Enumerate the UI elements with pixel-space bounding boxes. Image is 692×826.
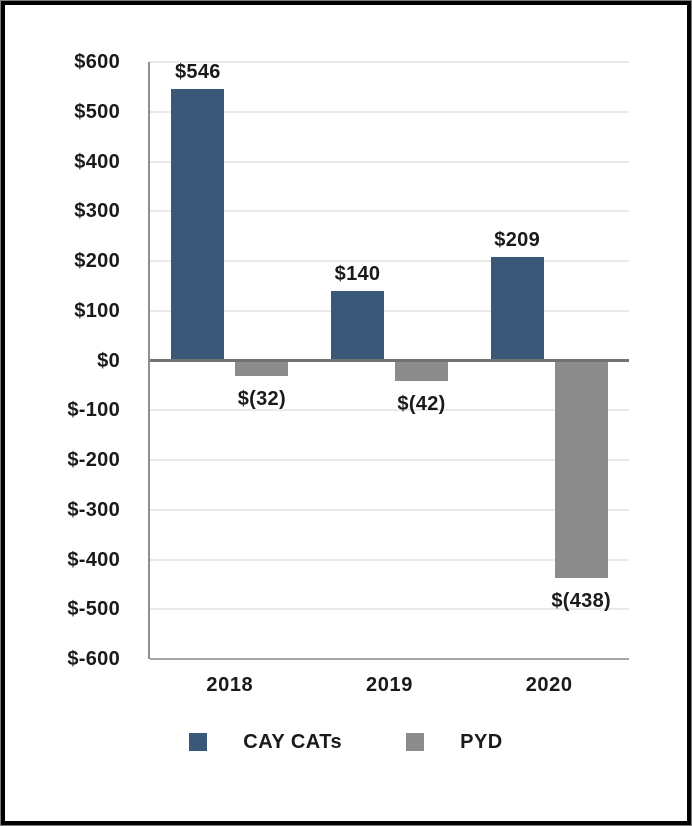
gridline-200 <box>150 260 629 262</box>
gridline-500 <box>150 110 629 113</box>
x-axis-label: 2020 <box>525 674 573 696</box>
bar-cay-cats-2019 <box>331 290 384 361</box>
data-label-pyd-2019: $(42) <box>397 393 446 416</box>
data-label-pyd-2020: $(438) <box>551 590 611 613</box>
legend-swatch-pyd <box>406 733 425 751</box>
bar-pyd-2020 <box>554 360 608 579</box>
legend: CAY CATs PYD <box>0 730 692 754</box>
legend-item-pyd: PYD <box>406 730 503 754</box>
gridline--100 <box>150 409 629 412</box>
y-tick-label: $-300 <box>67 498 120 521</box>
gridline--300 <box>150 508 629 511</box>
y-tick-label: $600 <box>74 51 120 73</box>
bar-cay-cats-2018 <box>171 88 225 361</box>
x-axis-label: 2018 <box>206 674 254 696</box>
legend-label-pyd: PYD <box>460 731 503 753</box>
zero-axis-line <box>150 359 629 362</box>
gridline--500 <box>150 608 629 611</box>
bar-cay-cats-2020 <box>490 256 544 361</box>
y-tick-label: $-500 <box>67 598 120 621</box>
data-label-cay-cats-2018: $546 <box>174 60 221 83</box>
bar-pyd-2018 <box>235 360 289 377</box>
legend-label-cay-cats: CAY CATs <box>243 731 343 753</box>
data-label-cay-cats-2020: $209 <box>494 228 541 251</box>
y-tick-label: $300 <box>74 200 120 223</box>
y-tick-label: $100 <box>74 299 120 322</box>
y-tick-label: $-400 <box>67 548 120 571</box>
gridline-600 <box>150 61 629 63</box>
y-tick-label: $400 <box>74 150 120 173</box>
x-axis-label: 2019 <box>366 674 413 696</box>
y-tick-label: $0 <box>97 349 120 372</box>
y-tick-label: $200 <box>74 250 120 272</box>
gridline--400 <box>150 558 629 561</box>
y-tick-label: $-600 <box>67 648 120 670</box>
gridline--600 <box>150 658 629 660</box>
y-tick-label: $500 <box>74 100 120 123</box>
data-label-pyd-2018: $(32) <box>237 388 286 411</box>
gridline-400 <box>150 160 629 163</box>
data-label-cay-cats-2019: $140 <box>334 262 381 285</box>
gridline-100 <box>150 309 629 312</box>
gridline-300 <box>150 210 629 213</box>
legend-swatch-cay-cats <box>189 733 208 751</box>
gridline--200 <box>150 459 629 461</box>
legend-item-cay-cats: CAY CATs <box>189 730 342 754</box>
y-tick-label: $-200 <box>67 449 120 471</box>
y-tick-label: $-100 <box>67 399 120 422</box>
bar-pyd-2019 <box>395 360 448 382</box>
y-axis-line <box>148 62 150 659</box>
